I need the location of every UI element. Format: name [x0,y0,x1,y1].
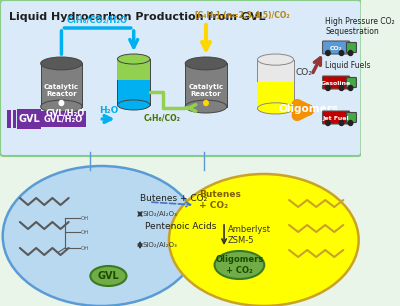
Bar [118,59,150,80]
Text: Oligomers: Oligomers [278,104,338,114]
Bar [118,59,150,105]
FancyBboxPatch shape [346,43,356,53]
Ellipse shape [185,100,227,113]
Circle shape [339,121,344,125]
Text: Jet Fuel: Jet Fuel [323,115,349,121]
Text: C₄H₆/CO₂/H₂O: C₄H₆/CO₂/H₂O [67,15,128,24]
Ellipse shape [258,103,294,114]
Ellipse shape [41,100,82,113]
Text: Butenes + CO₂: Butenes + CO₂ [140,193,207,203]
FancyBboxPatch shape [0,0,361,156]
FancyBboxPatch shape [322,76,350,89]
Circle shape [339,85,344,91]
Text: Catalytic
Reactor: Catalytic Reactor [44,84,79,96]
Circle shape [348,85,353,91]
Text: C₄H₆/CO₂: C₄H₆/CO₂ [144,113,181,122]
Text: [C₄H₈]ₙ(n=2,3,4,5)/CO₂: [C₄H₈]ₙ(n=2,3,4,5)/CO₂ [194,11,290,20]
Text: OH: OH [80,215,89,221]
Text: Catalytic
Reactor: Catalytic Reactor [188,84,224,96]
Circle shape [348,121,353,125]
Text: Butenes
+ CO₂: Butenes + CO₂ [199,190,241,210]
FancyBboxPatch shape [346,77,356,88]
Bar [7,110,11,128]
Ellipse shape [118,54,150,64]
Circle shape [326,121,330,125]
Ellipse shape [169,174,359,306]
Text: GVL: GVL [18,114,40,124]
Bar [13,110,16,128]
Text: Pentenoic Acids: Pentenoic Acids [144,222,216,230]
FancyBboxPatch shape [322,41,350,54]
Text: H₂O: H₂O [99,106,118,115]
Text: GVL/H₂O: GVL/H₂O [46,108,85,117]
Ellipse shape [3,166,200,306]
Ellipse shape [185,57,227,70]
Text: CO₂: CO₂ [330,46,342,50]
Text: High Pressure CO₂
Sequestration: High Pressure CO₂ Sequestration [325,17,395,36]
Circle shape [339,50,344,55]
Circle shape [348,50,353,55]
Text: Liquid Fuels: Liquid Fuels [325,61,371,70]
Circle shape [326,85,330,91]
Bar [185,63,227,106]
Circle shape [204,100,208,106]
Ellipse shape [258,54,294,65]
Text: Amberlyst
ZSM-5: Amberlyst ZSM-5 [228,225,271,245]
Ellipse shape [41,57,82,70]
Text: GVL/H₂O: GVL/H₂O [44,114,83,124]
FancyBboxPatch shape [41,111,86,127]
Ellipse shape [118,100,150,110]
Text: CO₂: CO₂ [296,68,312,76]
Ellipse shape [90,266,126,286]
Text: Oligomers
+ CO₂: Oligomers + CO₂ [215,255,264,275]
Text: OH: OH [80,245,89,251]
Bar [258,60,294,108]
Text: SiO₂/Al₂O₃: SiO₂/Al₂O₃ [143,211,178,217]
Bar [41,63,82,106]
FancyBboxPatch shape [346,113,356,122]
Bar [258,82,294,108]
Text: Gasoline: Gasoline [321,80,351,85]
Text: SiO₂/Al₂O₃: SiO₂/Al₂O₃ [143,242,178,248]
Text: OH: OH [80,230,89,234]
Text: Liquid Hydrocarbon Production from GVL: Liquid Hydrocarbon Production from GVL [9,12,266,22]
Circle shape [326,50,330,55]
Circle shape [59,100,64,106]
Ellipse shape [214,251,264,279]
FancyBboxPatch shape [322,111,350,124]
FancyBboxPatch shape [17,109,41,129]
Text: GVL: GVL [98,271,119,281]
